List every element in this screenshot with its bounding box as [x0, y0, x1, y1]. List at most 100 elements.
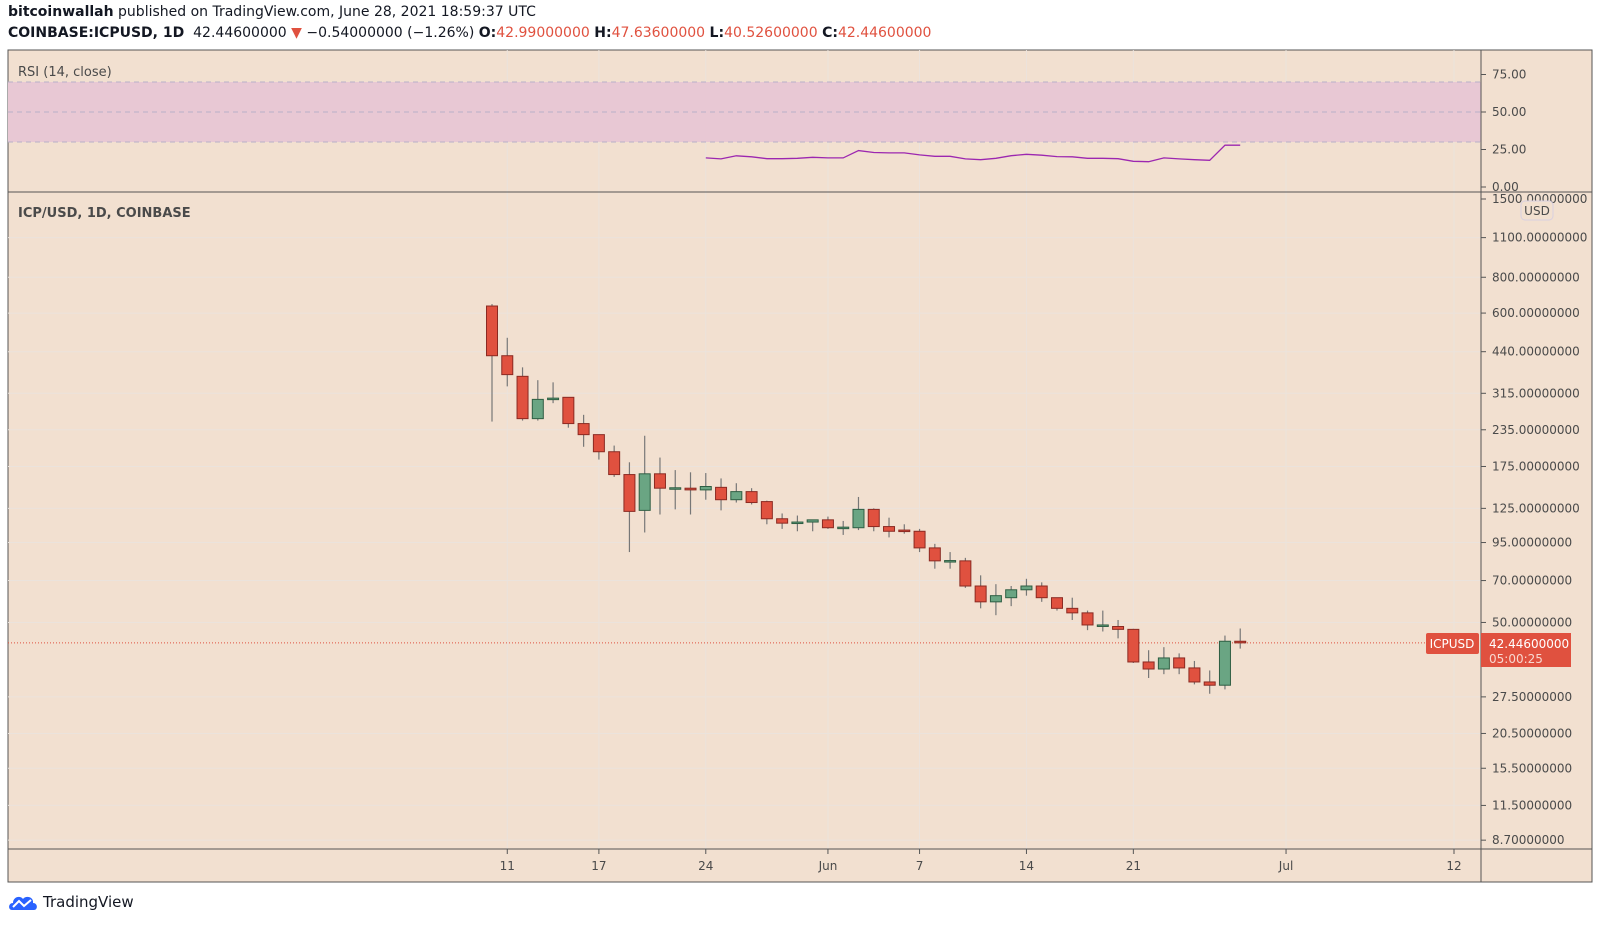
candle-body-down	[898, 529, 911, 533]
candle[interactable]	[928, 543, 941, 569]
candle-body-down	[1050, 597, 1063, 609]
price-tag: ICPUSD 42.44600000 05:00:25	[1426, 633, 1571, 667]
candle[interactable]	[501, 337, 514, 387]
candle-body-down	[1234, 640, 1247, 644]
candle[interactable]	[806, 519, 819, 532]
candle-body-down	[745, 491, 758, 504]
candle[interactable]	[547, 382, 560, 404]
candle[interactable]	[531, 380, 544, 421]
x-tick-label: 7	[916, 859, 924, 873]
candle-body-up	[837, 526, 850, 530]
rsi-title: RSI (14, close)	[18, 65, 112, 80]
gridlines	[8, 50, 1481, 849]
candle-body-up	[1005, 589, 1018, 599]
candle[interactable]	[852, 496, 865, 531]
candle-body-up	[944, 560, 957, 563]
candle[interactable]	[516, 367, 529, 421]
candle[interactable]	[883, 517, 896, 538]
y-tick-label: 20.50000000	[1492, 726, 1572, 740]
y-tick-label: 125.00000000	[1492, 501, 1580, 515]
candle-body-up	[806, 519, 819, 523]
symbol-name: COINBASE:ICPUSD, 1D	[8, 25, 185, 41]
candle[interactable]	[715, 478, 728, 511]
candle[interactable]	[745, 488, 758, 505]
candle[interactable]	[913, 528, 926, 553]
x-tick-label: 17	[591, 859, 606, 873]
candle[interactable]	[1035, 582, 1048, 602]
currency-label: USD	[1524, 204, 1550, 218]
candle[interactable]	[821, 516, 834, 529]
y-tick-label: 27.50000000	[1492, 690, 1572, 704]
candle-body-up	[852, 508, 865, 529]
currency-badge[interactable]	[1520, 200, 1554, 221]
candle[interactable]	[1050, 597, 1063, 611]
candle[interactable]	[699, 473, 712, 500]
candle[interactable]	[623, 462, 636, 553]
candle[interactable]	[1203, 670, 1216, 694]
candle-body-down	[760, 501, 773, 520]
candle[interactable]	[562, 396, 575, 428]
candle-body-down	[562, 396, 575, 425]
candle[interactable]	[1112, 619, 1125, 639]
rsi-y-tick-label: 75.00	[1492, 68, 1526, 82]
candle[interactable]	[791, 515, 804, 532]
rsi-y-tick-label: 25.00	[1492, 143, 1526, 157]
candle-body-up	[669, 487, 682, 490]
candle[interactable]	[1142, 650, 1155, 679]
candle[interactable]	[1066, 597, 1079, 620]
candle-body-down	[684, 487, 697, 491]
candle[interactable]	[1234, 628, 1247, 649]
high-value: 47.63600000	[611, 25, 706, 41]
candle[interactable]	[1020, 578, 1033, 596]
candle[interactable]	[1096, 610, 1109, 632]
candle[interactable]	[1173, 653, 1186, 675]
candle[interactable]	[898, 524, 911, 534]
candle[interactable]	[1005, 586, 1018, 607]
candle[interactable]	[959, 557, 972, 588]
candle[interactable]	[944, 552, 957, 569]
candle-body-down	[928, 547, 941, 562]
candle[interactable]	[760, 500, 773, 525]
candle[interactable]	[989, 584, 1002, 616]
candle[interactable]	[867, 508, 880, 532]
bar-countdown: 05:00:25	[1489, 652, 1543, 666]
x-tick-label: 12	[1446, 859, 1461, 873]
y-tick-label: 440.00000000	[1492, 345, 1580, 359]
candle[interactable]	[1081, 610, 1094, 631]
candle[interactable]	[684, 472, 697, 515]
candle[interactable]	[608, 445, 621, 477]
candle-body-down	[592, 434, 605, 453]
axes[interactable]: 1500.00000000 1100.00000000 800.00000000 60…	[500, 68, 1588, 874]
candle[interactable]	[592, 434, 605, 460]
candle[interactable]	[1188, 660, 1201, 685]
candle-body-down	[577, 423, 590, 436]
published-text: published on TradingView.com, June 28, 2…	[118, 4, 536, 20]
down-triangle-icon: ▼	[291, 25, 302, 41]
x-tick-label: 14	[1019, 859, 1034, 873]
candle-body-up	[1157, 657, 1170, 670]
publisher-name[interactable]: bitcoinwallah	[8, 4, 114, 20]
candle[interactable]	[669, 470, 682, 510]
candle[interactable]	[974, 575, 987, 609]
candle[interactable]	[638, 435, 651, 533]
candle-body-down	[1127, 628, 1140, 663]
candle[interactable]	[1157, 647, 1170, 675]
candle-body-down	[821, 519, 834, 529]
candle[interactable]	[1218, 635, 1231, 690]
candle[interactable]	[1127, 628, 1140, 664]
candle[interactable]	[486, 304, 498, 422]
candle-body-up	[1218, 640, 1231, 686]
candle-body-up	[791, 521, 804, 525]
candle[interactable]	[776, 513, 789, 529]
candle[interactable]	[730, 483, 743, 503]
candle-body-down	[623, 474, 636, 512]
candle-body-down	[653, 473, 666, 489]
tradingview-logo[interactable]: TradingView	[8, 893, 134, 911]
candle[interactable]	[837, 520, 850, 535]
y-tick-label: 175.00000000	[1492, 459, 1580, 473]
candle[interactable]	[653, 457, 666, 515]
candle[interactable]	[577, 414, 590, 447]
candle-body-down	[1066, 607, 1079, 614]
y-tick-label: 315.00000000	[1492, 386, 1580, 400]
